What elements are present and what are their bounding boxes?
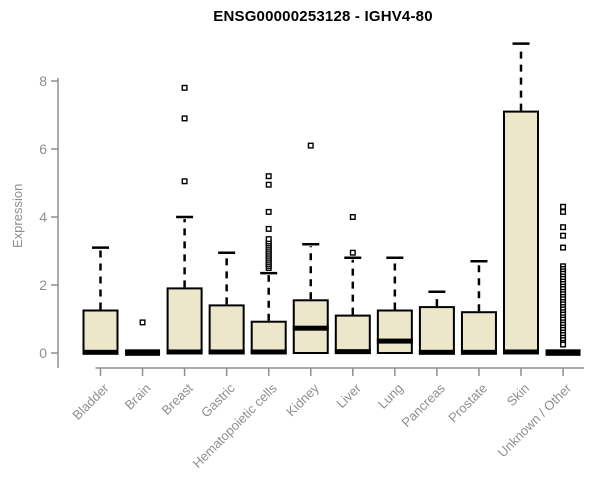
- median-unknown-other: [545, 349, 581, 356]
- x-tick-label-brain: Brain: [122, 381, 154, 413]
- outlier-unknown-other: [560, 232, 567, 239]
- x-tick-label-pancreas: Pancreas: [399, 380, 449, 430]
- median-lung: [376, 338, 413, 344]
- outlier-hematopoietic-cells: [265, 236, 272, 243]
- median-hematopoietic-cells: [250, 349, 287, 355]
- box-hematopoietic-cells: [250, 320, 287, 355]
- outlier-breast: [181, 115, 188, 122]
- outlier-unknown-other: [560, 244, 567, 251]
- box-skin: [503, 110, 539, 354]
- median-brain: [125, 349, 161, 356]
- chart-title: ENSG00000253128 - IGHV4-80: [213, 8, 433, 25]
- median-breast: [166, 349, 203, 355]
- x-tick-label-skin: Skin: [504, 381, 532, 409]
- outlier-liver: [349, 213, 356, 220]
- median-prostate: [460, 349, 497, 355]
- box-lung: [376, 309, 413, 354]
- x-tick-label-prostate: Prostate: [445, 381, 490, 426]
- outlier-hematopoietic-cells: [265, 181, 272, 188]
- box-pancreas: [418, 306, 455, 355]
- box-breast: [166, 287, 203, 354]
- y-tick-label: 2: [39, 277, 47, 293]
- outlier-brain: [139, 319, 146, 326]
- x-tick-label-kidney: Kidney: [283, 380, 322, 419]
- outlier-hematopoietic-cells: [265, 208, 272, 215]
- x-tick-label-bladder: Bladder: [69, 380, 112, 423]
- x-tick-label-lung: Lung: [375, 381, 406, 412]
- box-prostate: [460, 311, 497, 355]
- median-bladder: [82, 349, 119, 355]
- y-axis-label: Expression: [10, 183, 25, 248]
- y-tick-label: 0: [39, 345, 47, 361]
- outlier-liver: [349, 249, 356, 256]
- y-tick-label: 6: [39, 141, 47, 157]
- x-tick-label-gastric: Gastric: [198, 380, 238, 420]
- outlier-kidney: [307, 142, 314, 149]
- outlier-unknown-other: [560, 224, 567, 231]
- x-tick-label-breast: Breast: [159, 380, 196, 417]
- median-gastric: [208, 349, 245, 355]
- box-gastric: [208, 304, 245, 354]
- y-tick-label: 8: [39, 73, 47, 89]
- outlier-unknown-other: [560, 341, 567, 348]
- outlier-hematopoietic-cells: [265, 225, 272, 232]
- outlier-hematopoietic-cells: [265, 173, 272, 180]
- outlier-unknown-other: [560, 203, 567, 210]
- outlier-breast: [181, 178, 188, 185]
- outlier-unknown-other: [560, 208, 567, 215]
- box-bladder: [82, 309, 119, 354]
- x-tick-label-liver: Liver: [333, 380, 364, 411]
- median-pancreas: [418, 349, 455, 355]
- median-liver: [334, 349, 371, 355]
- box-liver: [334, 314, 371, 355]
- x-tick-label-unknown-other: Unknown / Other: [495, 380, 575, 460]
- median-skin: [503, 349, 539, 355]
- outlier-breast: [181, 84, 188, 91]
- y-tick-label: 4: [39, 209, 47, 225]
- median-kidney: [292, 325, 329, 331]
